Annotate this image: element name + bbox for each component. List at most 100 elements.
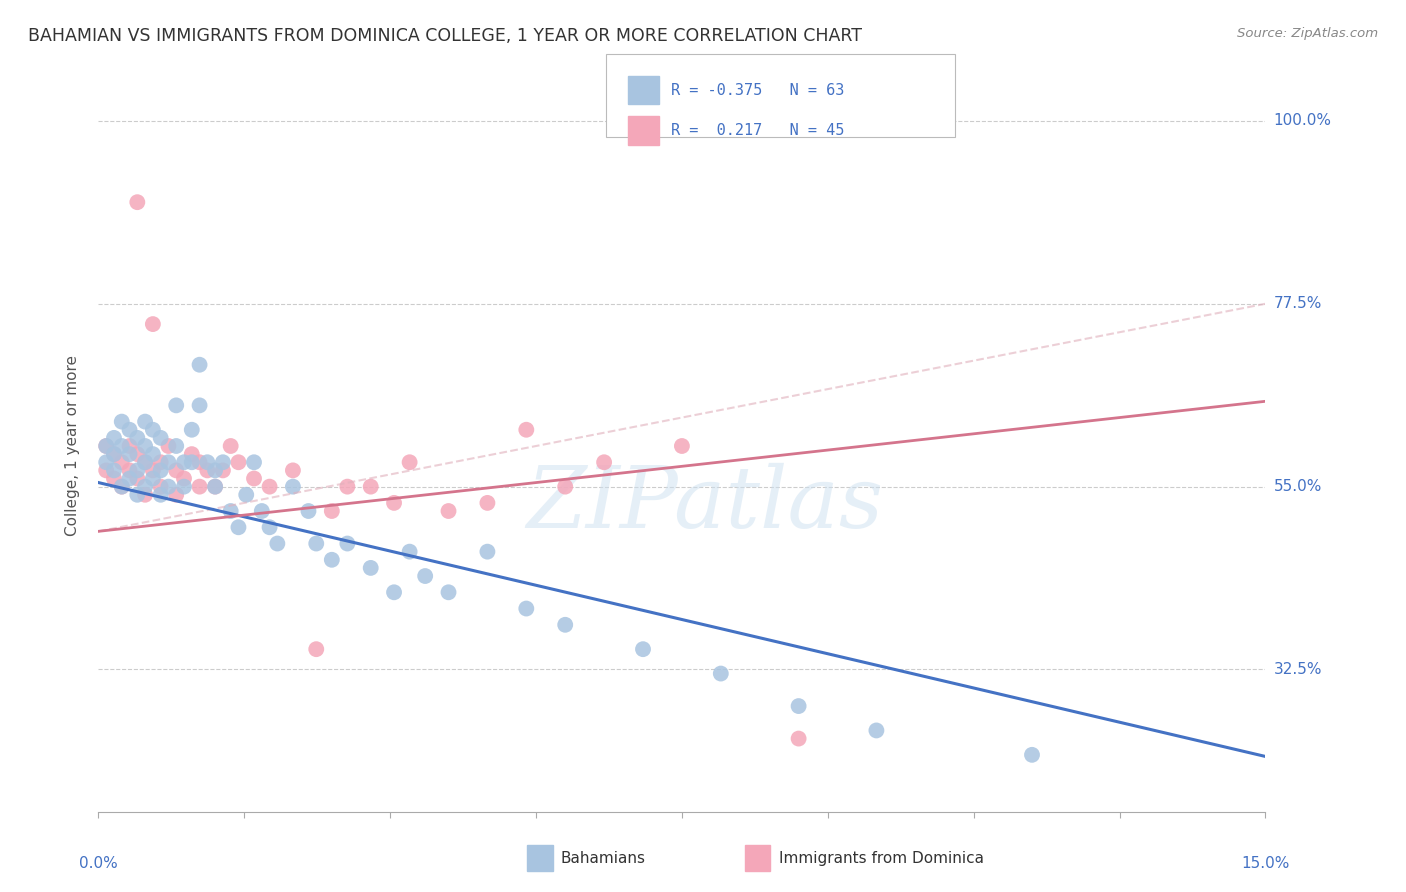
Point — [195, 463, 218, 477]
Point — [149, 463, 172, 477]
Point — [103, 471, 125, 485]
Point — [188, 455, 211, 469]
Point — [297, 504, 319, 518]
Point — [118, 423, 141, 437]
Point — [127, 471, 149, 485]
Point — [188, 480, 211, 494]
Point — [127, 195, 149, 210]
Point — [321, 504, 343, 518]
Point — [398, 455, 420, 469]
Point — [127, 488, 149, 502]
Point — [437, 585, 460, 599]
Point — [204, 463, 226, 477]
Point — [134, 455, 156, 469]
Point — [165, 463, 187, 477]
Point — [127, 447, 149, 461]
Point — [134, 415, 156, 429]
Point — [103, 447, 125, 461]
Point — [103, 463, 125, 477]
Point — [103, 447, 125, 461]
Point — [127, 431, 149, 445]
Text: R =  0.217   N = 45: R = 0.217 N = 45 — [671, 123, 844, 137]
Point — [96, 455, 118, 469]
Point — [515, 601, 537, 615]
Point — [180, 455, 202, 469]
Point — [118, 447, 141, 461]
Point — [281, 463, 304, 477]
Point — [235, 488, 257, 502]
Point — [382, 496, 405, 510]
Point — [865, 723, 887, 738]
Point — [149, 480, 172, 494]
Text: Immigrants from Dominica: Immigrants from Dominica — [779, 851, 984, 865]
Point — [134, 455, 156, 469]
Text: 0.0%: 0.0% — [79, 856, 118, 871]
Point — [360, 480, 382, 494]
Point — [398, 544, 420, 558]
Point — [413, 569, 436, 583]
Point — [188, 398, 211, 412]
Point — [204, 480, 226, 494]
Text: Source: ZipAtlas.com: Source: ZipAtlas.com — [1237, 27, 1378, 40]
Point — [212, 463, 235, 477]
Point — [142, 317, 165, 331]
Point — [321, 553, 343, 567]
Point — [219, 504, 242, 518]
Point — [142, 447, 165, 461]
Text: Bahamians: Bahamians — [561, 851, 645, 865]
Point — [103, 431, 125, 445]
Point — [180, 423, 202, 437]
Point — [228, 520, 250, 534]
Y-axis label: College, 1 year or more: College, 1 year or more — [65, 356, 80, 536]
Point — [149, 455, 172, 469]
Point — [157, 455, 180, 469]
Point — [111, 455, 134, 469]
Point — [118, 471, 141, 485]
Point — [631, 642, 654, 657]
Point — [165, 398, 187, 412]
Point — [111, 439, 134, 453]
Point — [477, 496, 499, 510]
Text: R = -0.375   N = 63: R = -0.375 N = 63 — [671, 83, 844, 97]
Point — [142, 463, 165, 477]
Point — [593, 455, 616, 469]
Point — [142, 423, 165, 437]
Point — [165, 488, 187, 502]
Point — [96, 463, 118, 477]
Point — [554, 480, 576, 494]
Text: 32.5%: 32.5% — [1274, 662, 1322, 677]
Point — [118, 463, 141, 477]
Point — [195, 455, 218, 469]
Text: 15.0%: 15.0% — [1241, 856, 1289, 871]
Point — [360, 561, 382, 575]
Point — [142, 471, 165, 485]
Point — [250, 504, 273, 518]
Point — [118, 439, 141, 453]
Point — [228, 455, 250, 469]
Text: ZIPatlas: ZIPatlas — [527, 463, 884, 546]
Point — [266, 536, 288, 550]
Point — [134, 439, 156, 453]
Point — [477, 544, 499, 558]
Point — [336, 536, 359, 550]
Point — [554, 617, 576, 632]
Point — [787, 699, 810, 714]
Point — [134, 480, 156, 494]
Point — [243, 455, 266, 469]
Point — [671, 439, 693, 453]
Point — [204, 480, 226, 494]
Text: 77.5%: 77.5% — [1274, 296, 1322, 311]
Point — [710, 666, 733, 681]
Point — [305, 536, 328, 550]
Text: BAHAMIAN VS IMMIGRANTS FROM DOMINICA COLLEGE, 1 YEAR OR MORE CORRELATION CHART: BAHAMIAN VS IMMIGRANTS FROM DOMINICA COL… — [28, 27, 862, 45]
Point — [165, 439, 187, 453]
Point — [281, 480, 304, 494]
Point — [111, 480, 134, 494]
Point — [243, 471, 266, 485]
Point — [259, 480, 281, 494]
Point — [173, 471, 195, 485]
Point — [96, 439, 118, 453]
Point — [787, 731, 810, 746]
Point — [111, 415, 134, 429]
Point — [134, 488, 156, 502]
